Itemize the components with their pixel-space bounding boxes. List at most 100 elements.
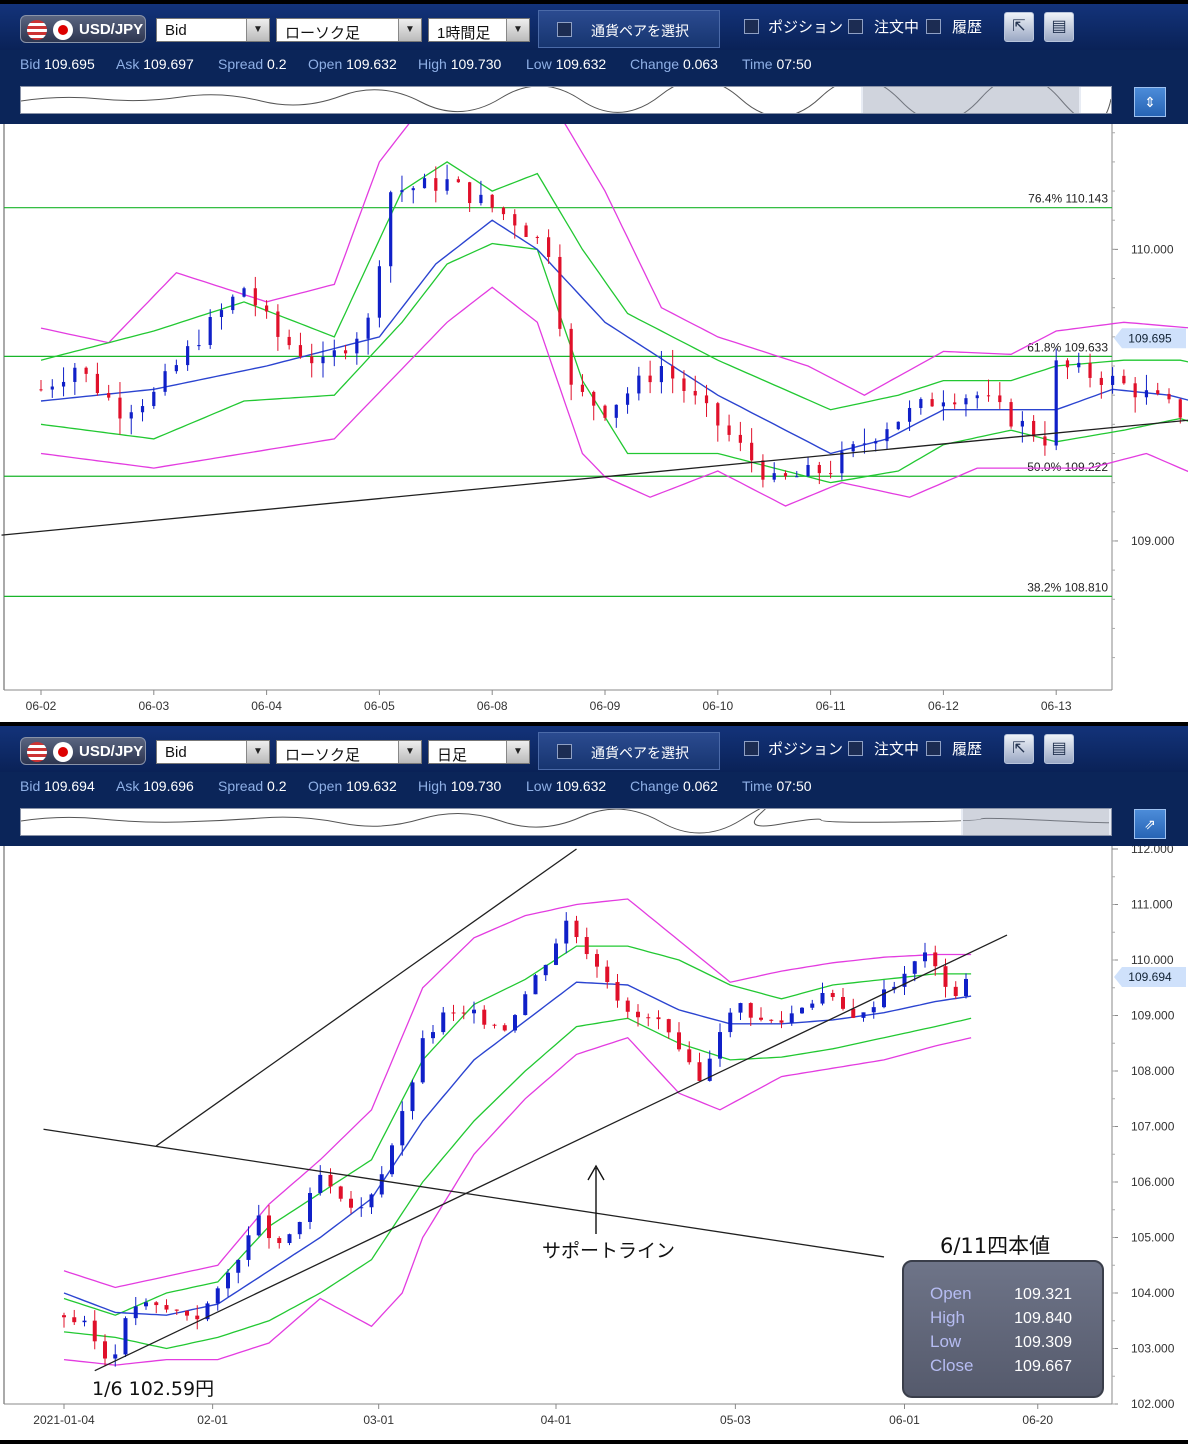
window-layout-icon[interactable]: ▤ — [1044, 734, 1074, 764]
candle-body — [697, 1062, 702, 1081]
candle-body — [817, 464, 821, 474]
candle-body — [806, 464, 810, 477]
window-layout-icon[interactable]: ▤ — [1044, 12, 1074, 42]
chevron-down-icon: ▼ — [398, 741, 421, 763]
bottom-open-key: Open — [308, 778, 343, 794]
bottom-price-type-select[interactable]: Bid ▼ — [156, 740, 270, 764]
candle-body — [953, 986, 958, 997]
bottom-pair-select-button[interactable]: 通貨ペアを選択 — [538, 732, 720, 770]
top-pair-button[interactable]: USD/JPY — [20, 15, 146, 43]
candle-body — [783, 473, 788, 477]
top-pair-select-checkbox[interactable] — [557, 22, 572, 37]
jp-flag-icon — [53, 742, 73, 762]
top-chart-type-select[interactable]: ローソク足 ▼ — [276, 18, 422, 42]
chart-settings-icon[interactable]: ⇱ — [1004, 734, 1034, 764]
candle-body — [123, 1318, 128, 1355]
candle-body — [287, 1234, 292, 1244]
ohlc-close-value: 109.667 — [1014, 1358, 1072, 1375]
zoom-toggle-icon[interactable]: ⇕ — [1134, 87, 1166, 117]
bottom-timeframe-select[interactable]: 日足 ▼ — [428, 740, 530, 764]
x-tick-label: 06-01 — [889, 1413, 920, 1427]
candle-body — [297, 1221, 302, 1235]
candle-body — [451, 1012, 456, 1014]
bottom-quote-bar: Bid 109.694 Ask 109.696 Spread 0.2 Open … — [0, 772, 1188, 800]
candle-body — [445, 179, 449, 191]
ohlc-low-value: 109.309 — [1014, 1334, 1072, 1351]
candle-body — [113, 1354, 118, 1359]
candle-body — [986, 395, 991, 397]
y-tick-label: 106.000 — [1131, 1175, 1175, 1189]
candle-body — [140, 406, 145, 413]
top-low-key: Low — [526, 56, 552, 72]
top-history-label: 履歴 — [952, 19, 983, 36]
candle-body — [267, 1215, 271, 1239]
candle-body — [377, 266, 381, 318]
bottom-chart-type-select[interactable]: ローソク足 ▼ — [276, 740, 422, 764]
top-low-value: 109.632 — [555, 56, 607, 72]
bottom-navigator-sparkline — [21, 809, 1111, 834]
bottom-pair-button[interactable]: USD/JPY — [20, 737, 146, 765]
y-tick-label: 102.000 — [1131, 1397, 1175, 1411]
bottom-pair-select-label: 通貨ペアを選択 — [591, 745, 689, 761]
candle-body — [574, 920, 579, 938]
candle-body — [820, 993, 825, 1004]
candle-body — [687, 1049, 692, 1063]
candle-body — [355, 338, 359, 354]
ohlc-open-key: Open — [930, 1284, 972, 1303]
candle-body — [420, 1038, 425, 1083]
candle-body — [50, 386, 54, 390]
top-pair-label: USD/JPY — [79, 21, 144, 38]
candle-body — [308, 1193, 312, 1222]
candle-body — [310, 356, 314, 364]
top-price-type-select[interactable]: Bid ▼ — [156, 18, 270, 42]
candle-body — [930, 399, 934, 407]
candle-body — [195, 1315, 200, 1320]
candle-body — [422, 178, 427, 189]
x-tick-label: 06-09 — [590, 699, 621, 713]
top-history-checkbox[interactable] — [926, 19, 941, 34]
candle-body — [501, 207, 506, 215]
top-timeframe-select[interactable]: 1時間足 ▼ — [428, 18, 530, 42]
top-navigator-sparkline — [21, 87, 1111, 113]
candle-body — [738, 434, 742, 443]
x-tick-label: 02-01 — [197, 1413, 228, 1427]
support-trendline — [1, 419, 1188, 536]
top-ask-value: 109.697 — [143, 56, 194, 72]
candle-body — [236, 1259, 241, 1273]
bottom-pair-label: USD/JPY — [79, 743, 144, 760]
us-flag-icon — [27, 20, 47, 40]
bottom-history-label: 履歴 — [952, 741, 983, 758]
top-navigator-track[interactable] — [20, 86, 1112, 114]
bottom-history-checkbox[interactable] — [926, 741, 941, 756]
candle-body — [118, 397, 122, 419]
top-bid-key: Bid — [20, 56, 41, 72]
candle-body — [533, 975, 538, 995]
top-high-key: High — [418, 56, 447, 72]
candle-body — [1043, 436, 1047, 446]
y-tick-label: 110.000 — [1131, 242, 1174, 256]
y-tick-label: 108.000 — [1131, 1064, 1175, 1078]
bottom-change-key: Change — [630, 778, 680, 794]
zoom-toggle-icon[interactable]: ⇗ — [1134, 809, 1166, 839]
chart-settings-icon[interactable]: ⇱ — [1004, 12, 1034, 42]
top-orders-checkbox[interactable] — [848, 19, 863, 34]
candle-body — [656, 1017, 661, 1020]
candle-body — [759, 1017, 763, 1020]
candle-body — [862, 443, 867, 445]
bottom-orders-checkbox[interactable] — [848, 741, 863, 756]
bottom-low-value: 109.632 — [555, 778, 607, 794]
top-pair-select-button[interactable]: 通貨ペアを選択 — [538, 10, 720, 48]
bottom-position-checkbox[interactable] — [744, 741, 759, 756]
bottom-time-value: 07:50 — [776, 778, 812, 794]
candle-body — [379, 1174, 384, 1195]
top-pair-select-label: 通貨ペアを選択 — [591, 23, 689, 39]
bollinger-2sigma-upper — [40, 124, 1188, 396]
bottom-navigator-window[interactable] — [961, 809, 1111, 835]
top-navigator-window[interactable] — [861, 87, 1081, 113]
bottom-pair-select-checkbox[interactable] — [557, 744, 572, 759]
candle-body — [39, 389, 43, 391]
candle-body — [851, 1008, 856, 1018]
top-position-checkbox[interactable] — [744, 19, 759, 34]
bottom-navigator-track[interactable] — [20, 808, 1112, 836]
candle-body — [829, 473, 833, 475]
